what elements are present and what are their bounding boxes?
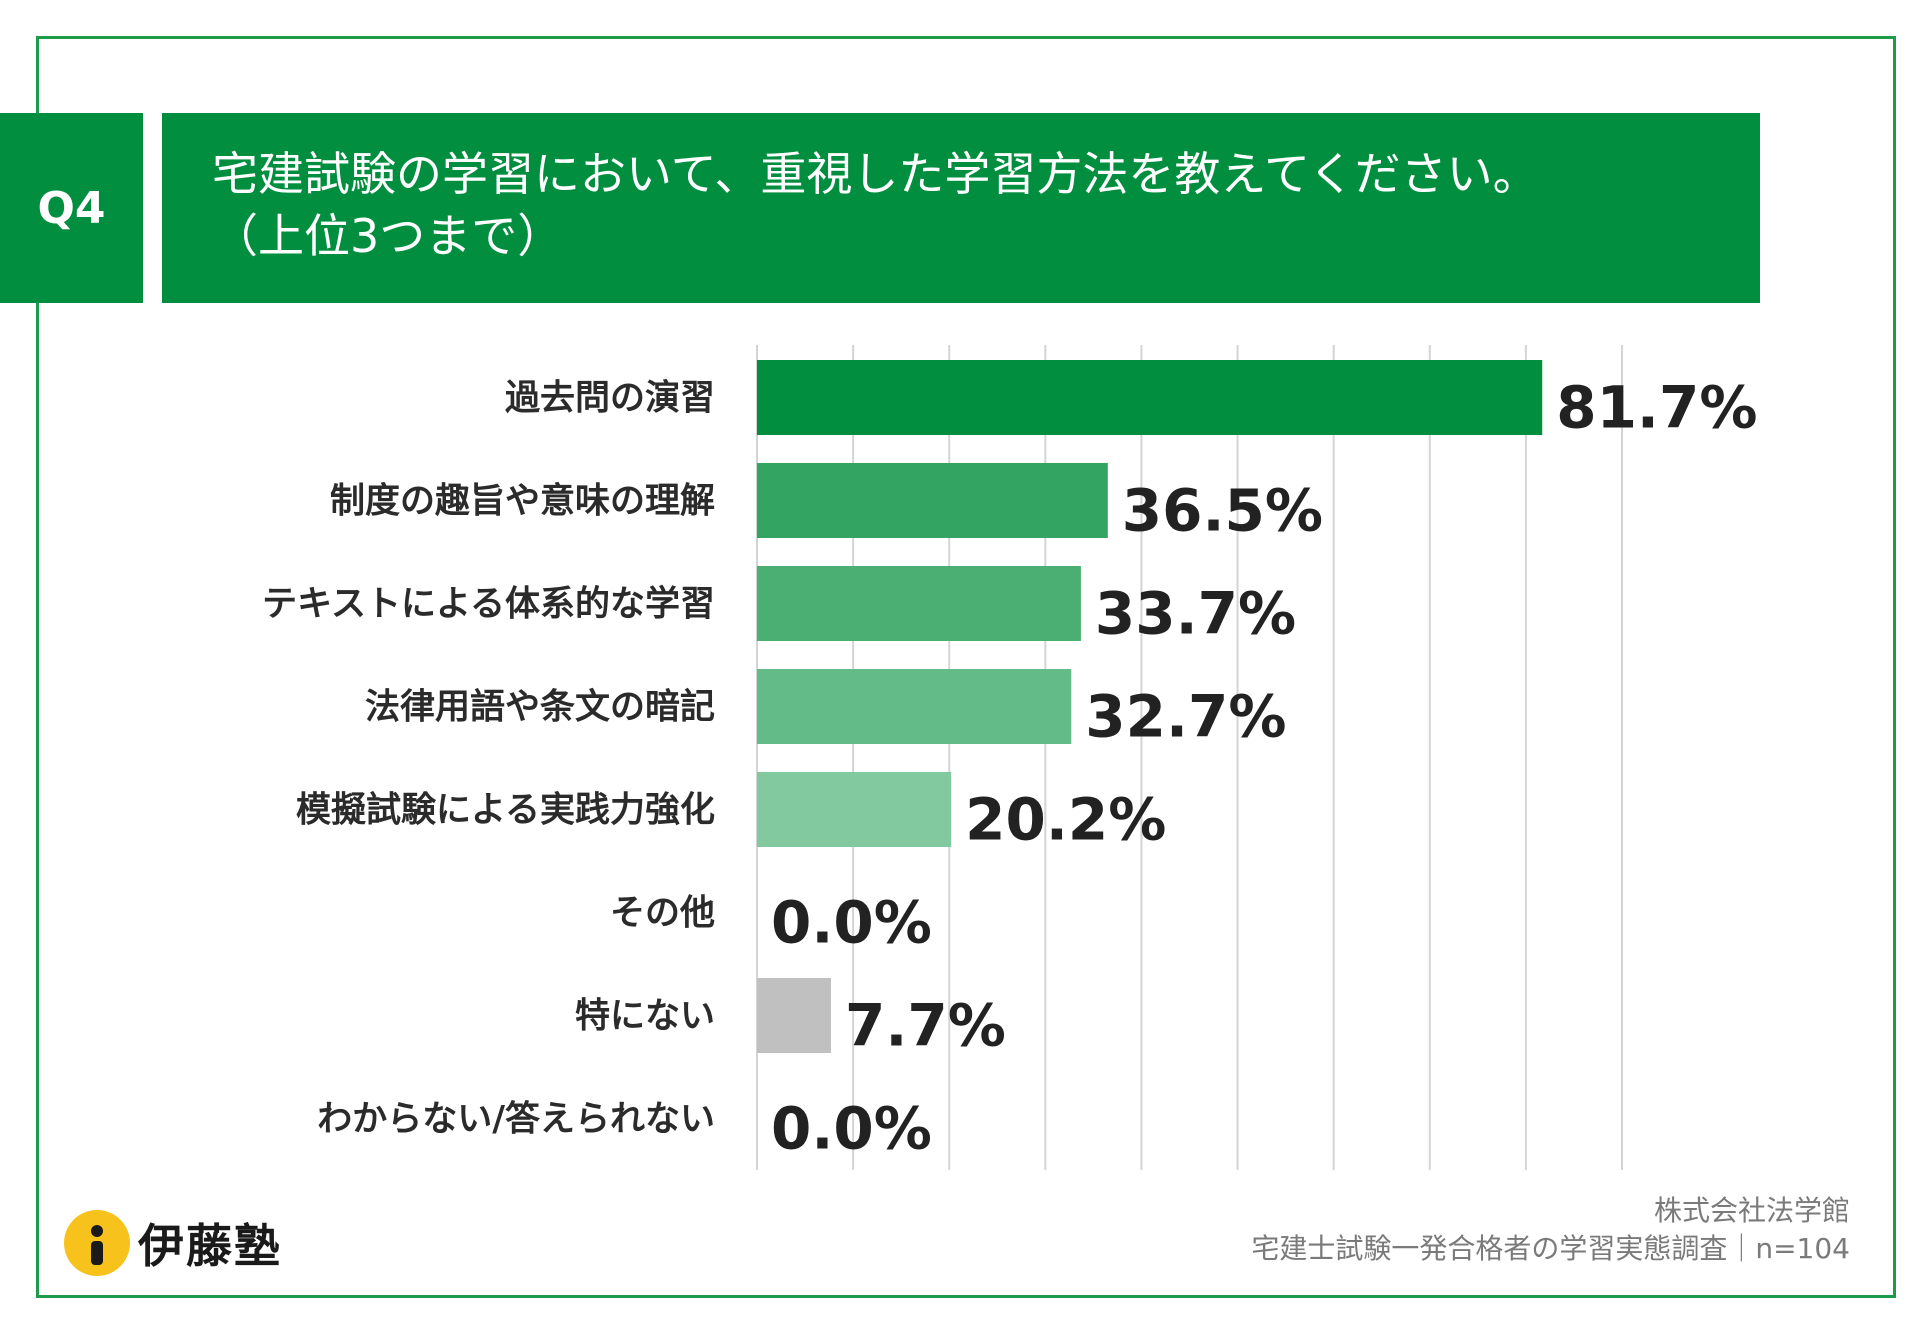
- category-label: 模擬試験による実践力強化: [296, 791, 715, 831]
- source-company: 株式会社法学館: [1653, 1194, 1850, 1227]
- bar: [757, 772, 952, 847]
- category-label: 過去問の演習: [505, 379, 715, 419]
- question-title: 宅建試験の学習において、重視した学習方法を教えてください。 （上位3つまで）: [162, 113, 1760, 303]
- brand-name: 伊藤塾: [138, 1219, 282, 1273]
- value-label: 7.7%: [845, 992, 1006, 1060]
- question-note: （上位3つまで）: [212, 209, 564, 263]
- labels: 過去問の演習 81.7% 制度の趣旨や意味の理解 36.5% テキストによる体系的な学習…: [262, 374, 1757, 1163]
- source-survey: 宅建士試験一発合格者の学習実態調査｜n=104: [1251, 1232, 1850, 1265]
- value-label: 36.5%: [1122, 477, 1323, 545]
- category-label: 制度の趣旨や意味の理解: [330, 482, 715, 522]
- chart-frame: [36, 36, 1896, 1298]
- question-badge: Q4: [0, 113, 143, 303]
- value-label: 81.7%: [1556, 374, 1757, 442]
- value-label: 0.0%: [771, 889, 932, 957]
- category-label: わからない/答えられない: [317, 1100, 715, 1140]
- value-label: 33.7%: [1095, 580, 1296, 648]
- category-label: その他: [610, 894, 715, 934]
- category-label: 法律用語や条文の暗記: [365, 688, 715, 728]
- value-label: 20.2%: [965, 786, 1166, 854]
- value-label: 0.0%: [771, 1095, 932, 1163]
- bar: [757, 360, 1543, 435]
- category-label: 特にない: [575, 997, 715, 1037]
- bar: [757, 566, 1081, 641]
- source-note: 株式会社法学館 宅建士試験一発合格者の学習実態調査｜n=104: [1251, 1192, 1850, 1268]
- category-label: テキストによる体系的な学習: [262, 584, 715, 625]
- value-label: 32.7%: [1085, 683, 1286, 751]
- bar: [757, 669, 1072, 744]
- question-text: 宅建試験の学習において、重視した学習方法を教えてください。: [212, 147, 1539, 201]
- bar: [757, 463, 1108, 538]
- bars: [757, 360, 1543, 1053]
- brand-logo: 伊藤塾: [64, 1208, 282, 1278]
- bar: [757, 978, 832, 1053]
- info-icon: [64, 1210, 130, 1276]
